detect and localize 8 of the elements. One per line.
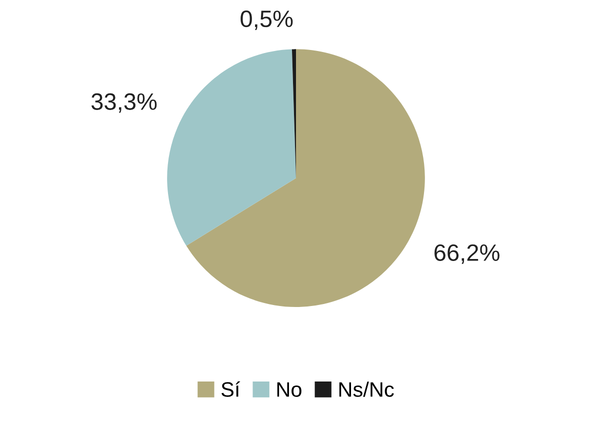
data-label: 0,5% xyxy=(240,10,293,30)
legend-label: Ns/Nc xyxy=(339,382,394,397)
data-label: 66,2% xyxy=(434,244,500,264)
legend-label: No xyxy=(277,382,302,397)
data-label: 33,3% xyxy=(91,93,157,113)
pie-slice xyxy=(167,49,296,246)
legend-label: Sí xyxy=(221,381,240,397)
pie-slice xyxy=(186,49,425,307)
